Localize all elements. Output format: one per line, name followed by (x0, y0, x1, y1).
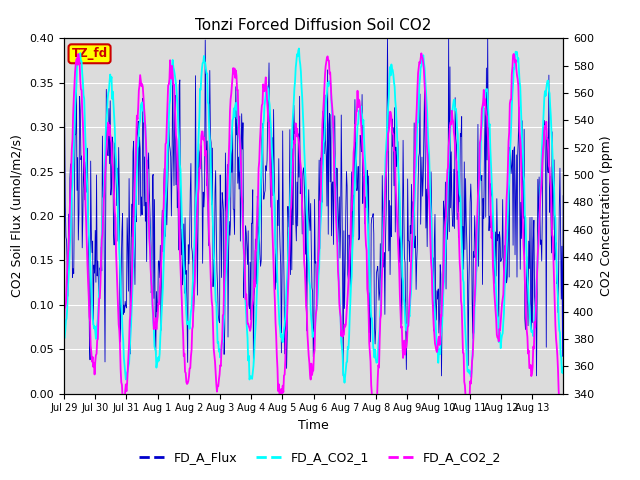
Text: TZ_fd: TZ_fd (72, 47, 108, 60)
X-axis label: Time: Time (298, 419, 329, 432)
Y-axis label: CO2 Concentration (ppm): CO2 Concentration (ppm) (600, 136, 612, 296)
Y-axis label: CO2 Soil Flux (umol/m2/s): CO2 Soil Flux (umol/m2/s) (11, 134, 24, 298)
Legend: FD_A_Flux, FD_A_CO2_1, FD_A_CO2_2: FD_A_Flux, FD_A_CO2_1, FD_A_CO2_2 (134, 446, 506, 469)
Title: Tonzi Forced Diffusion Soil CO2: Tonzi Forced Diffusion Soil CO2 (195, 18, 432, 33)
